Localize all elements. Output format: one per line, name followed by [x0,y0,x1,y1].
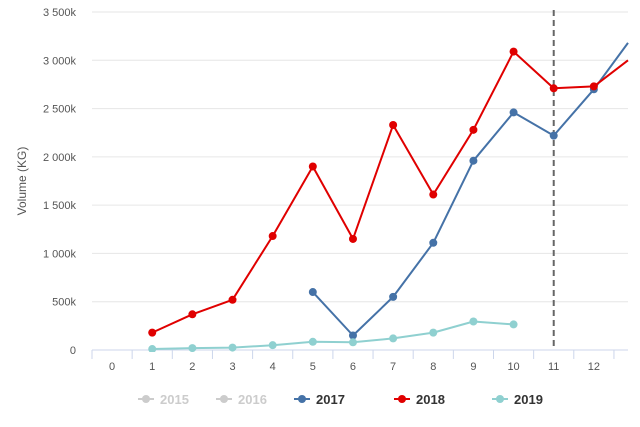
legend-marker [220,395,228,403]
series-2017[interactable] [308,42,629,340]
data-point-2018[interactable] [469,125,478,134]
data-point-2018[interactable] [589,82,598,91]
legend-label: 2016 [238,392,267,407]
legend-label: 2019 [514,392,543,407]
y-tick-label: 500k [52,297,76,309]
legend-item-2017[interactable]: 2017 [294,392,345,407]
legend-label: 2017 [316,392,345,407]
y-tick-label: 0 [70,345,76,357]
data-point-2019[interactable] [228,343,237,352]
data-point-2018[interactable] [549,84,558,93]
x-tick-label: 5 [310,361,316,373]
y-tick-label: 1 500k [43,200,77,212]
x-tick-label: 3 [229,361,235,373]
x-tick-label: 7 [390,361,396,373]
data-point-2017[interactable] [348,331,357,340]
data-point-2019[interactable] [389,334,398,343]
data-point-2018[interactable] [148,328,157,337]
legend-marker [398,395,406,403]
axes: 0 500k 1 000k 1 500k 2 000k 2 500k 3 000k 3 500… [43,7,628,373]
legend-marker [298,395,306,403]
data-point-2017[interactable] [389,292,398,301]
y-tick-label: 3 500k [43,7,77,19]
gridlines [92,11,628,303]
data-point-2017[interactable] [469,156,478,165]
legend[interactable]: 2015 2016 2017 2018 2019 [138,392,543,407]
data-point-2019[interactable] [348,338,357,347]
y-tick-label: 2 500k [43,104,77,116]
x-tick-label: 2 [189,361,195,373]
legend-marker [496,395,504,403]
series-2019[interactable] [148,317,518,354]
series-layer [148,42,629,354]
data-point-2017[interactable] [308,288,317,297]
data-point-2018[interactable] [348,234,357,243]
legend-label: 2018 [416,392,445,407]
data-point-2017[interactable] [509,108,518,117]
data-point-2018[interactable] [268,232,277,241]
data-point-2018[interactable] [188,310,197,319]
y-tick-label: 1 000k [43,248,77,260]
legend-item-2015[interactable]: 2015 [138,392,189,407]
data-point-2018[interactable] [509,47,518,56]
legend-item-2019[interactable]: 2019 [492,392,543,407]
x-tick-label: 10 [507,361,519,373]
x-tick-label: 8 [430,361,436,373]
x-tick-label: 11 [548,361,559,373]
series-line-2019[interactable] [152,320,514,350]
data-point-2018[interactable] [429,190,438,199]
series-line-2018[interactable] [151,50,629,334]
data-point-2018[interactable] [308,162,317,171]
legend-item-2018[interactable]: 2018 [394,392,445,407]
data-point-2019[interactable] [268,341,277,350]
data-point-2017[interactable] [549,131,558,140]
data-point-2019[interactable] [148,345,157,353]
legend-marker [142,395,150,403]
x-tick-label: 9 [470,361,476,373]
series-2018[interactable] [148,47,629,337]
data-point-2017[interactable] [429,238,438,247]
y-tick-label: 2 000k [43,152,77,164]
data-point-2018[interactable] [228,295,237,304]
y-axis-title: Volume (KG) [15,147,29,216]
data-point-2019[interactable] [429,328,438,337]
legend-label: 2015 [160,392,189,407]
x-tick-label: 1 [149,361,155,373]
x-tick-label: 12 [588,361,600,373]
legend-item-2016[interactable]: 2016 [216,392,267,407]
data-point-2019[interactable] [509,320,518,329]
x-tick-label: 0 [109,361,115,373]
x-tick-label: 6 [350,361,356,373]
data-point-2019[interactable] [308,337,317,346]
x-tick-label: 4 [270,361,276,373]
y-tick-label: 3 000k [43,55,77,67]
data-point-2018[interactable] [389,120,398,129]
data-point-2019[interactable] [469,317,478,326]
data-point-2019[interactable] [188,344,197,352]
